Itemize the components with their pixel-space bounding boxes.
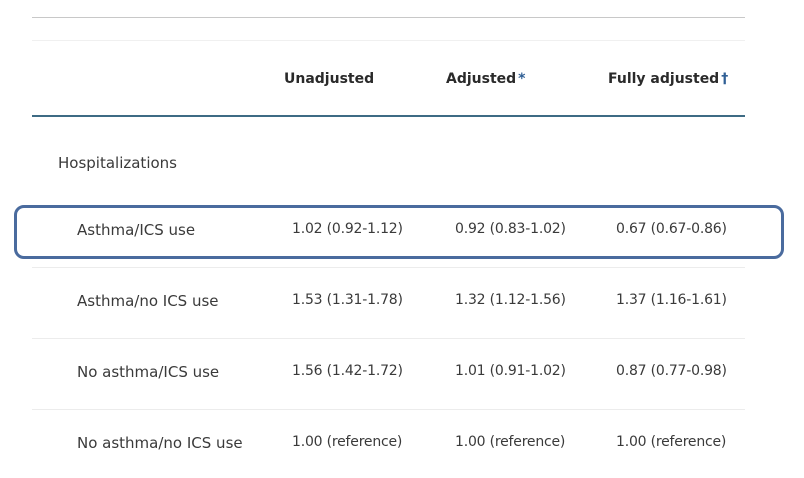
cell-fully-adjusted: 0.87 (0.77-0.98): [616, 363, 727, 379]
row-label: Asthma/ICS use: [77, 221, 196, 239]
top-divider: [32, 17, 745, 18]
section-label-hospitalizations: Hospitalizations: [58, 154, 177, 172]
cell-fully-adjusted: 0.67 (0.67-0.86): [616, 221, 727, 237]
cell-adjusted: 1.01 (0.91-1.02): [455, 363, 566, 379]
table-row: Asthma/ICS use 1.02 (0.92-1.12) 0.92 (0.…: [32, 198, 745, 268]
table-row: Asthma/no ICS use 1.53 (1.31-1.78) 1.32 …: [32, 269, 745, 339]
row-label: No asthma/ICS use: [77, 363, 220, 381]
cell-adjusted: 1.32 (1.12-1.56): [455, 292, 566, 308]
dagger-footnote-mark[interactable]: †: [721, 71, 729, 87]
faint-divider: [32, 40, 745, 41]
cell-fully-adjusted: 1.37 (1.16-1.61): [616, 292, 727, 308]
column-header-adjusted: Adjusted *: [446, 71, 526, 87]
row-label: No asthma/no ICS use: [77, 434, 243, 452]
column-header-fully-adjusted-label: Fully adjusted: [608, 71, 720, 87]
column-header-fully-adjusted: Fully adjusted †: [608, 71, 728, 87]
table-row: No asthma/no ICS use 1.00 (reference) 1.…: [32, 411, 745, 478]
row-label: Asthma/no ICS use: [77, 292, 219, 310]
row-divider: [32, 338, 745, 339]
row-divider: [32, 267, 745, 268]
cell-adjusted: 0.92 (0.83-1.02): [455, 221, 566, 237]
cell-unadjusted: 1.00 (reference): [292, 434, 403, 450]
column-header-unadjusted-label: Unadjusted: [284, 71, 375, 87]
column-header-unadjusted: Unadjusted: [284, 71, 374, 87]
cell-adjusted: 1.00 (reference): [455, 434, 566, 450]
cell-fully-adjusted: 1.00 (reference): [616, 434, 727, 450]
table-row: No asthma/ICS use 1.56 (1.42-1.72) 1.01 …: [32, 340, 745, 410]
cell-unadjusted: 1.02 (0.92-1.12): [292, 221, 403, 237]
row-highlight-box: [14, 205, 784, 259]
header-divider: [32, 115, 745, 117]
row-divider: [32, 409, 745, 410]
cell-unadjusted: 1.53 (1.31-1.78): [292, 292, 403, 308]
asterisk-footnote-mark[interactable]: *: [518, 71, 526, 87]
cell-unadjusted: 1.56 (1.42-1.72): [292, 363, 403, 379]
column-header-adjusted-label: Adjusted: [446, 71, 517, 87]
